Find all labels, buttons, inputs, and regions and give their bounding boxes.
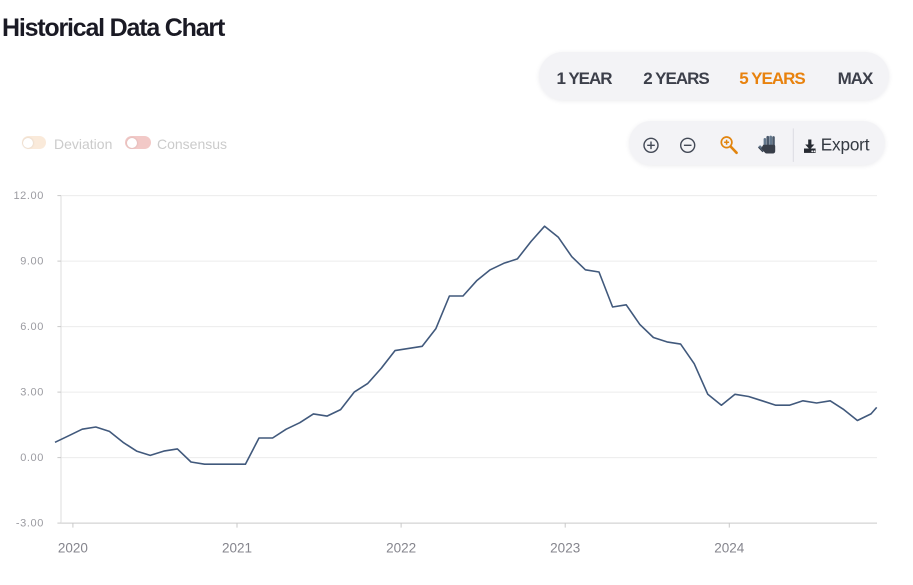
svg-text:-3.00: -3.00: [16, 518, 44, 530]
svg-text:2023: 2023: [550, 541, 580, 556]
svg-text:3.00: 3.00: [20, 387, 44, 399]
svg-text:Export: Export: [821, 134, 870, 154]
svg-text:6.00: 6.00: [20, 321, 44, 333]
svg-text:2021: 2021: [222, 541, 252, 556]
svg-text:2022: 2022: [386, 541, 416, 556]
svg-text:0.00: 0.00: [20, 452, 44, 464]
svg-text:12.00: 12.00: [13, 190, 44, 202]
svg-text:2024: 2024: [714, 541, 745, 556]
svg-text:2020: 2020: [58, 541, 88, 556]
svg-text:9.00: 9.00: [20, 256, 44, 268]
